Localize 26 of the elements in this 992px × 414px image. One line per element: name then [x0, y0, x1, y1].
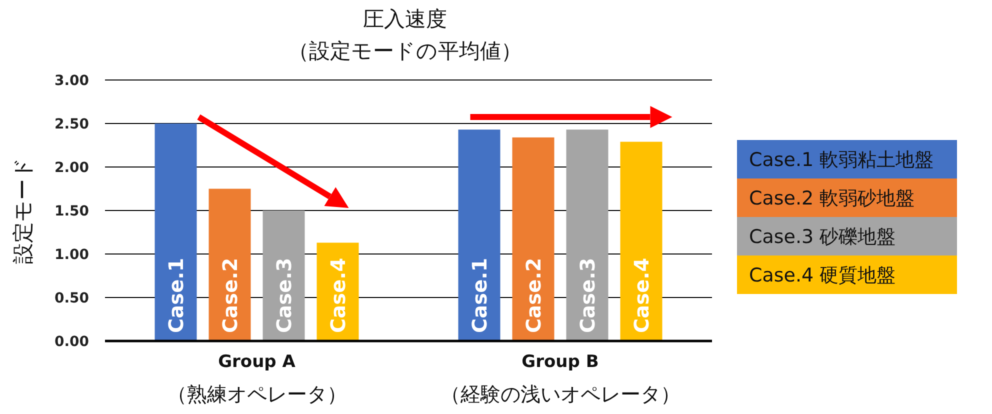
bar — [566, 130, 608, 341]
y-axis-title: 設定モード — [11, 157, 35, 264]
x-tick-label: Group A （熟練オペレータ） — [166, 352, 347, 406]
annotation: Case.4 — [629, 258, 654, 333]
x-tick-label: Group B （経験の浅いオペレータ） — [440, 352, 680, 406]
chart-title: 圧入速度 — [363, 7, 447, 31]
bar — [458, 130, 500, 341]
bar — [208, 188, 251, 341]
bar — [620, 142, 662, 341]
annotation: Case.3 — [272, 258, 296, 333]
y-tick-label: 0.00 — [54, 334, 90, 350]
y-tick-label: 3.00 — [54, 73, 90, 89]
annotation: Case.2 — [521, 258, 546, 333]
y-tick-label: 2.00 — [54, 160, 90, 176]
annotation: Case.1 — [467, 258, 492, 333]
y-tick-label: 1.00 — [54, 247, 90, 263]
annotation: Case.3 — [575, 258, 600, 333]
y-tick-label: 2.50 — [54, 116, 90, 132]
annotation: Case.2 — [218, 258, 242, 333]
chart-subtitle: （設定モードの平均値） — [288, 39, 522, 63]
bar — [154, 124, 197, 341]
annotation: Case.4 — [326, 258, 350, 333]
bar — [512, 137, 554, 341]
y-tick-label: 1.50 — [54, 204, 90, 220]
annotation: Case.1 — [164, 258, 188, 333]
y-tick-label: 0.50 — [54, 290, 90, 306]
